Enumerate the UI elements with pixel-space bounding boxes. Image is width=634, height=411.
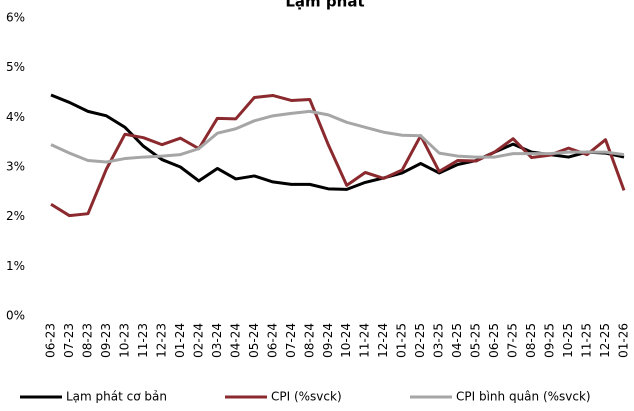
x-tick-label: 08-24 [302, 323, 316, 358]
x-tick-label: 09-24 [321, 323, 335, 358]
y-tick-label: 5% [6, 60, 25, 74]
x-tick-label: 01-24 [173, 323, 187, 358]
x-tick-label: 11-25 [580, 323, 594, 358]
x-tick-label: 10-25 [561, 323, 575, 358]
x-tick-label: 09-23 [99, 323, 113, 358]
x-tick-label: 04-25 [450, 323, 464, 358]
y-tick-label: 3% [6, 160, 25, 174]
x-tick-label: 01-26 [617, 323, 631, 358]
x-tick-label: 09-25 [543, 323, 557, 358]
y-tick-label: 6% [6, 11, 25, 25]
legend-label: CPI (%svck) [271, 390, 342, 404]
x-tick-label: 03-24 [210, 323, 224, 358]
x-tick-label: 04-24 [228, 323, 242, 358]
series-line [50, 93, 625, 191]
y-tick-label: 0% [6, 309, 25, 323]
x-tick-label: 12-24 [376, 323, 390, 358]
x-tick-label: 01-25 [395, 323, 409, 358]
y-tick-label: 2% [6, 209, 25, 223]
series-line [50, 93, 626, 218]
x-tick-label: 07-23 [62, 323, 76, 358]
y-tick-label: 4% [6, 110, 25, 124]
x-tick-label: 05-24 [247, 323, 261, 358]
x-tick-label: 12-23 [154, 323, 168, 358]
x-tick-label: 06-24 [265, 323, 279, 358]
x-tick-label: 07-25 [506, 323, 520, 358]
x-tick-label: 06-25 [487, 323, 501, 358]
legend-label: Lạm phát cơ bản [66, 390, 167, 404]
x-tick-label: 11-23 [136, 323, 150, 358]
x-tick-label: 08-25 [524, 323, 538, 358]
x-tick-label: 12-25 [598, 323, 612, 358]
chart-title: Lạm phát [285, 0, 364, 11]
y-tick-label: 1% [6, 259, 25, 273]
x-tick-label: 05-25 [469, 323, 483, 358]
x-tick-label: 10-24 [339, 323, 353, 358]
x-tick-label: 06-23 [44, 323, 58, 358]
x-tick-label: 11-24 [358, 323, 372, 358]
x-tick-label: 07-24 [284, 323, 298, 358]
x-tick-label: 02-25 [413, 323, 427, 358]
x-tick-label: 10-23 [117, 323, 131, 358]
x-tick-label: 02-24 [191, 323, 205, 358]
series-line [50, 109, 625, 164]
legend-label: CPI bình quân (%svck) [456, 390, 591, 404]
x-tick-label: 08-23 [80, 323, 94, 358]
x-tick-label: 03-25 [432, 323, 446, 358]
